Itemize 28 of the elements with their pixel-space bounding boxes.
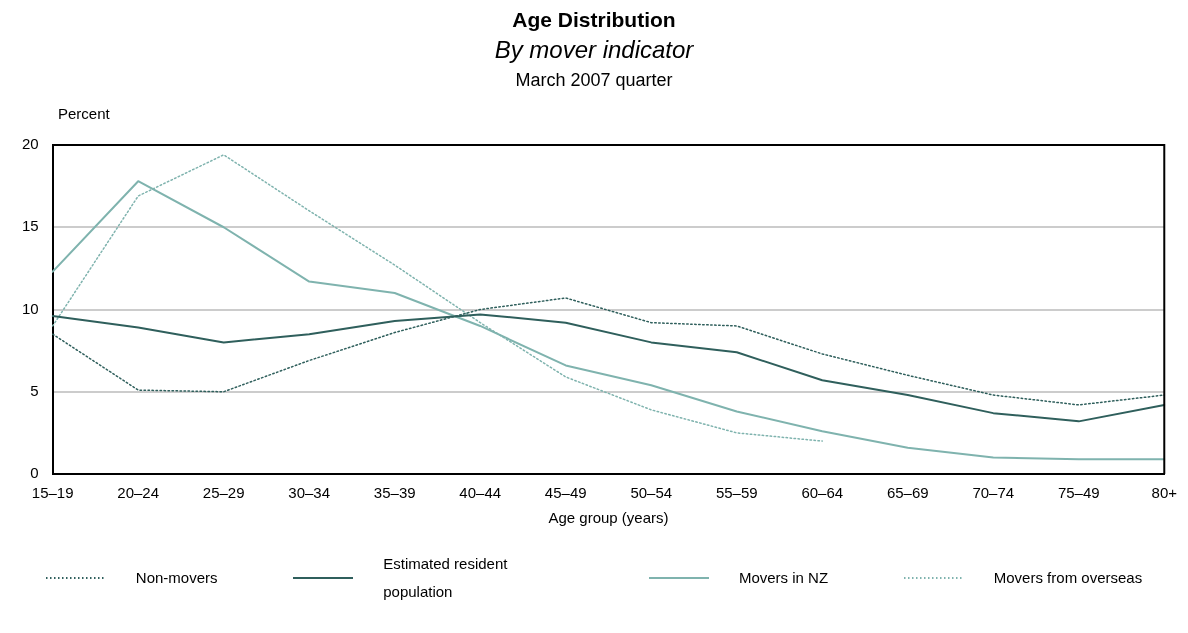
x-tick-label: 65–69 [886, 484, 929, 502]
x-tick-label: 55–59 [715, 484, 758, 502]
x-tick-label: 25–29 [202, 484, 245, 502]
text: March 2007 quarter [514, 70, 674, 91]
x-tick-label: 30–34 [288, 484, 331, 502]
x-tick-label: 80+ [1151, 484, 1178, 502]
x-axis-title: Age group (years) [548, 509, 669, 527]
x-tick-label: 75–49 [1057, 484, 1100, 502]
x-tick-label: 35–39 [373, 484, 416, 502]
x-tick-label: 15–19 [31, 484, 74, 502]
x-tick-label: 20–24 [117, 484, 160, 502]
legend-label: Movers from overseas [993, 568, 1143, 588]
chart-subtitle: By mover indicator [493, 36, 695, 64]
y-axis-title: Percent [58, 105, 111, 122]
y-tick-label: 0 [30, 464, 39, 482]
y-tick-label: 15 [22, 217, 39, 235]
y-tick-label: 5 [30, 381, 39, 399]
x-tick-label: 40–44 [459, 484, 502, 502]
legend-label: Movers in NZ [738, 568, 829, 588]
chart-title: Age Distribution [511, 8, 677, 32]
legend-label: Estimated resident population [383, 554, 509, 602]
x-tick-label: 70–74 [972, 484, 1015, 502]
legend-label: Non-movers [135, 568, 218, 588]
y-tick-label: 10 [22, 299, 39, 317]
x-tick-label: 50–54 [630, 484, 673, 502]
x-tick-label: 45–49 [544, 484, 587, 502]
x-tick-label: 60–64 [801, 484, 844, 502]
y-tick-label: 20 [22, 135, 39, 153]
